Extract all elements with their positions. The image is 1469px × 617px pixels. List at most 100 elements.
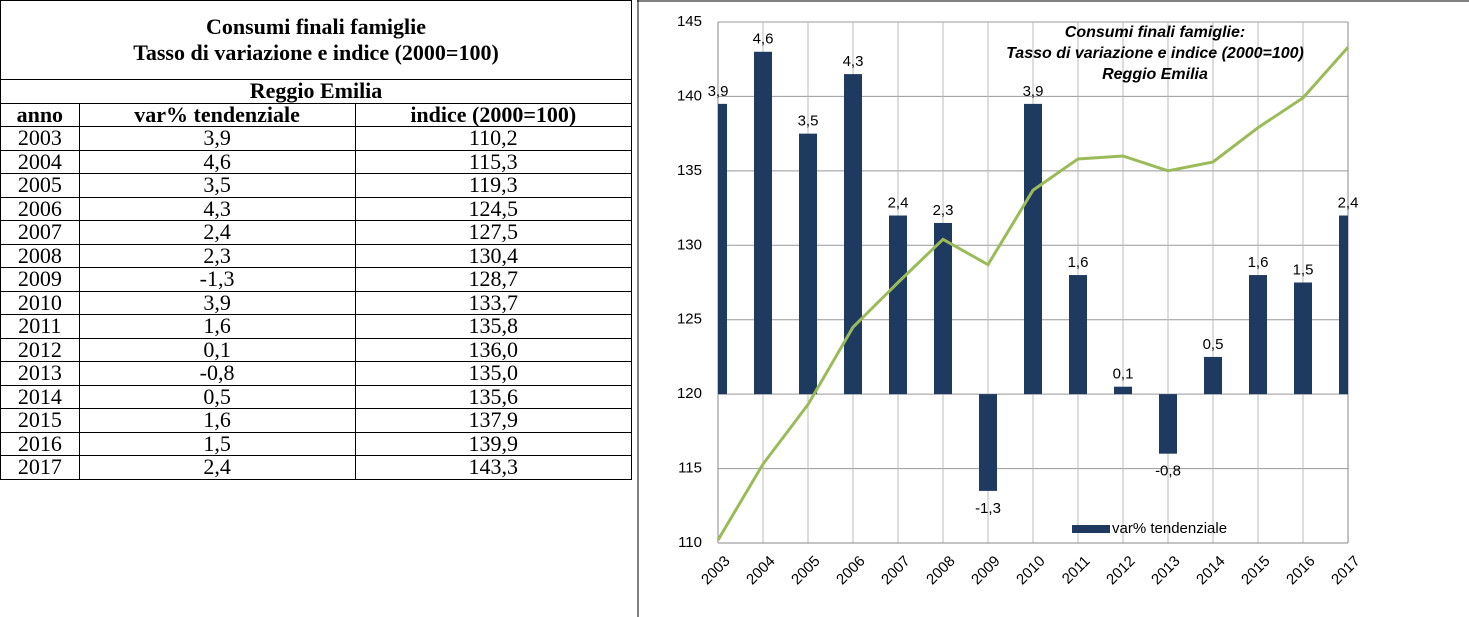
value-label: 2,4 bbox=[888, 194, 909, 211]
cell: 133,7 bbox=[354, 290, 633, 315]
x-tick-label: 2012 bbox=[1103, 553, 1139, 589]
x-tick-label: 2016 bbox=[1283, 553, 1319, 589]
chart-title: Consumi finali famiglie: bbox=[1065, 24, 1245, 41]
cell: 128,7 bbox=[354, 267, 633, 292]
x-tick-label: 2006 bbox=[833, 553, 869, 589]
table-row: 2016 1,5 139,9 bbox=[0, 431, 633, 456]
cell: 119,3 bbox=[354, 173, 633, 198]
cell: 1,5 bbox=[78, 431, 356, 456]
cell: 2010 bbox=[0, 290, 80, 315]
x-tick-label: 2015 bbox=[1238, 553, 1274, 589]
header-row: anno var% tendenziale indice (2000=100) bbox=[0, 102, 633, 127]
y-tick-label: 120 bbox=[677, 385, 702, 402]
table-row: 2008 2,3 130,4 bbox=[0, 243, 633, 268]
x-tick-label: 2014 bbox=[1193, 553, 1229, 589]
cell: 136,0 bbox=[354, 337, 633, 362]
bar bbox=[754, 51, 772, 395]
table-row: 2017 2,4 143,3 bbox=[0, 455, 633, 480]
bar bbox=[979, 394, 997, 491]
bar bbox=[1204, 356, 1222, 395]
cell: 2005 bbox=[0, 173, 80, 198]
cell: 135,0 bbox=[354, 361, 633, 386]
cell: 3,9 bbox=[78, 290, 356, 315]
table-row: 2012 0,1 136,0 bbox=[0, 337, 633, 362]
x-tick-label: 2010 bbox=[1013, 553, 1049, 589]
bar bbox=[844, 74, 862, 395]
cell: 135,8 bbox=[354, 314, 633, 339]
cell: 3,5 bbox=[78, 173, 356, 198]
chart-title: Tasso di variazione e indice (2000=100) bbox=[1006, 45, 1304, 62]
cell: 2,4 bbox=[78, 455, 356, 480]
y-tick-label: 110 bbox=[678, 534, 702, 551]
column-header: anno bbox=[0, 102, 80, 127]
y-tick-label: 140 bbox=[677, 87, 702, 104]
value-label: 2,4 bbox=[1338, 194, 1359, 211]
bar bbox=[799, 133, 817, 395]
x-tick-label: 2009 bbox=[968, 553, 1004, 589]
value-label: 3,9 bbox=[1023, 83, 1044, 100]
value-label: 3,9 bbox=[708, 83, 729, 100]
cell: 139,9 bbox=[354, 431, 633, 456]
table-row: 2011 1,6 135,8 bbox=[0, 314, 633, 339]
table-row: 2015 1,6 137,9 bbox=[0, 408, 633, 433]
table-row: 2013 -0,8 135,0 bbox=[0, 361, 633, 386]
cell: 110,2 bbox=[354, 126, 633, 151]
cell: 2009 bbox=[0, 267, 80, 292]
bar bbox=[718, 103, 727, 395]
cell: 2,3 bbox=[78, 243, 356, 268]
cell: 2006 bbox=[0, 196, 80, 221]
cell: 2004 bbox=[0, 149, 80, 174]
y-tick-label: 115 bbox=[678, 460, 702, 477]
cell: 4,3 bbox=[78, 196, 356, 221]
cell: 130,4 bbox=[354, 243, 633, 268]
x-tick-label: 2005 bbox=[788, 553, 824, 589]
y-tick-label: 145 bbox=[677, 13, 702, 30]
x-tick-label: 2008 bbox=[923, 553, 959, 589]
cell: 2013 bbox=[0, 361, 80, 386]
y-tick-label: 130 bbox=[677, 236, 702, 253]
cell: 143,3 bbox=[354, 455, 633, 480]
bar bbox=[1339, 215, 1348, 395]
cell: -0,8 bbox=[78, 361, 356, 386]
value-label: 0,1 bbox=[1113, 366, 1134, 383]
bar bbox=[1294, 282, 1312, 395]
cell: 2,4 bbox=[78, 220, 356, 245]
cell: 0,1 bbox=[78, 337, 356, 362]
title-line: Consumi finali famiglie bbox=[205, 14, 426, 39]
value-label: 4,6 bbox=[753, 31, 774, 48]
data-table: Consumi finali famiglie Tasso di variazio… bbox=[0, 0, 633, 480]
bar bbox=[1024, 103, 1042, 395]
table-row: 2007 2,4 127,5 bbox=[0, 220, 633, 245]
value-label: 1,5 bbox=[1293, 261, 1314, 278]
cell: 2007 bbox=[0, 220, 80, 245]
x-tick-label: 2007 bbox=[878, 553, 914, 589]
title-line: Tasso di variazione e indice (2000=100) bbox=[133, 40, 499, 65]
x-tick-label: 2004 bbox=[743, 553, 779, 589]
cell: 2003 bbox=[0, 126, 80, 151]
x-tick-label: 2003 bbox=[698, 553, 734, 589]
cell: 1,6 bbox=[78, 408, 356, 433]
cell: 2008 bbox=[0, 243, 80, 268]
x-tick-label: 2011 bbox=[1059, 553, 1094, 588]
table-body: 2003 3,9 110,2 2004 4,6 115,3 2005 3,5 119,3 2006… bbox=[0, 126, 633, 480]
cell: 2016 bbox=[0, 431, 80, 456]
cell: 1,6 bbox=[78, 314, 356, 339]
value-label: 1,6 bbox=[1068, 254, 1089, 271]
value-label: 4,3 bbox=[843, 53, 864, 70]
y-tick-label: 135 bbox=[677, 162, 702, 179]
line bbox=[716, 46, 1350, 541]
cell: 3,9 bbox=[78, 126, 356, 151]
cell: 124,5 bbox=[354, 196, 633, 221]
table-row: 2004 4,6 115,3 bbox=[0, 149, 633, 174]
table-row: 2005 3,5 119,3 bbox=[0, 173, 633, 198]
table-subtitle: Reggio Emilia bbox=[0, 79, 632, 104]
value-label: -0,8 bbox=[1155, 463, 1181, 480]
table-row: 2003 3,9 110,2 bbox=[0, 126, 633, 151]
cell: 2012 bbox=[0, 337, 80, 362]
bar bbox=[1159, 394, 1177, 454]
value-label: 3,5 bbox=[798, 113, 819, 130]
cell: 115,3 bbox=[354, 149, 633, 174]
bar bbox=[1249, 275, 1267, 395]
column-header: indice (2000=100) bbox=[354, 102, 633, 127]
